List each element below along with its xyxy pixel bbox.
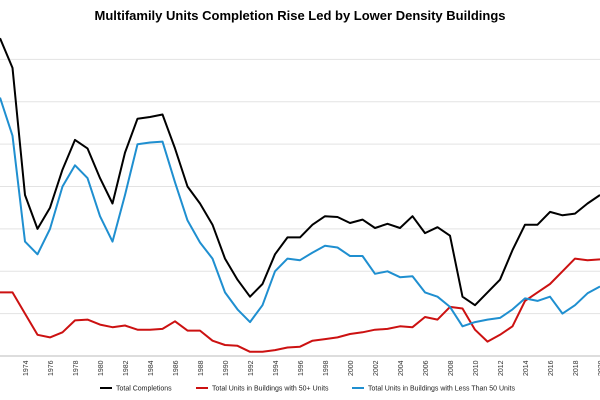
x-tick-label: 2010: [473, 360, 480, 376]
x-tick-label: 2004: [398, 360, 405, 376]
x-tick-labels: 1974 1976 1978 1980 1982 1984 1986 1988 1990 1992…: [23, 360, 600, 376]
series-line-1: [0, 37, 600, 307]
x-tick-label: 1982: [123, 360, 130, 376]
legend-label-1: Total Completions: [116, 386, 172, 393]
x-tick-label: 1978: [73, 360, 80, 376]
x-tick-label: 1988: [198, 360, 205, 376]
series-line-3: [0, 97, 600, 328]
series-lines: [0, 37, 600, 353]
x-tick-label: 2012: [498, 360, 505, 376]
x-tick-label: 1974: [23, 360, 30, 376]
x-tick-label: 2018: [573, 360, 580, 376]
x-tick-label: 2016: [548, 360, 555, 376]
x-tick-label: 1986: [173, 360, 180, 376]
x-tick-label: 1994: [273, 360, 280, 376]
x-tick-label: 2020: [598, 360, 600, 376]
x-tick-label: 2000: [348, 360, 355, 376]
x-tick-label: 1996: [298, 360, 305, 376]
x-tick-label: 2008: [448, 360, 455, 376]
x-tick-label: 2014: [523, 360, 530, 376]
x-tick-label: 2002: [373, 360, 380, 376]
legend-label-3: Total Units in Buildings with Less Than …: [368, 386, 515, 393]
x-tick-label: 1984: [148, 360, 155, 376]
legend: Total Completions Total Units in Building…: [100, 386, 515, 393]
gridlines: [0, 58, 600, 315]
x-tick-label: 1990: [223, 360, 230, 376]
x-tick-label: 1992: [248, 360, 255, 376]
series-line-2: [0, 257, 600, 353]
x-tick-label: 1998: [323, 360, 330, 376]
x-tick-label: 1980: [98, 360, 105, 376]
chart-title: Multifamily Units Completion Rise Led by…: [95, 8, 506, 23]
x-tick-label: 2006: [423, 360, 430, 376]
legend-label-2: Total Units in Buildings with 50+ Units: [212, 386, 329, 393]
x-tick-label: 1976: [48, 360, 55, 376]
